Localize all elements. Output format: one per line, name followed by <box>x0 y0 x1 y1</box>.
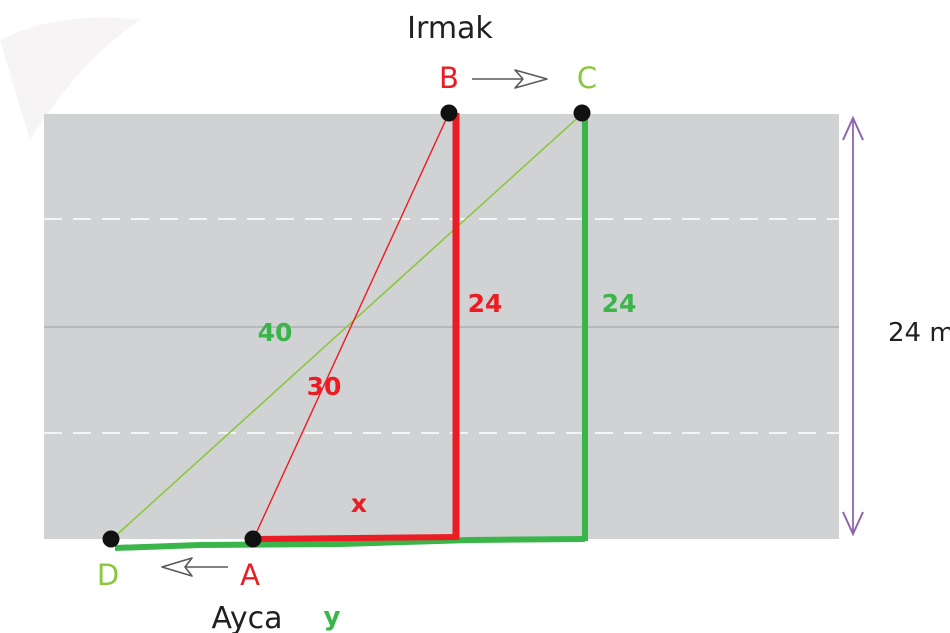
point-c-dot <box>573 104 591 122</box>
x-label: x <box>351 489 367 518</box>
arrow-right-icon <box>472 69 548 89</box>
segment-cd <box>110 112 584 541</box>
point-a-label: A <box>240 558 260 592</box>
point-b-label: B <box>439 61 459 95</box>
point-a-dot <box>244 530 262 548</box>
y-label: y <box>324 602 341 632</box>
background-watermark <box>0 17 140 140</box>
point-d-label: D <box>97 558 119 592</box>
point-b-dot <box>440 104 458 122</box>
point-c-label: C <box>577 61 597 95</box>
segment-ba <box>252 112 450 541</box>
bottom-label: Ayca <box>211 601 282 633</box>
segment-y <box>114 536 586 551</box>
ba-length-label: 30 <box>307 372 342 401</box>
width-label: 24 m <box>888 318 950 348</box>
cd-length-label: 40 <box>258 318 293 347</box>
top-label: Irmak <box>407 11 493 46</box>
c-vertical-length-label: 24 <box>602 289 637 318</box>
b-vertical-length-label: 24 <box>468 289 503 318</box>
dimension-arrow-icon <box>842 115 864 537</box>
point-d-dot <box>102 530 120 548</box>
segment-x <box>255 534 460 542</box>
arrow-left-icon <box>161 557 228 577</box>
